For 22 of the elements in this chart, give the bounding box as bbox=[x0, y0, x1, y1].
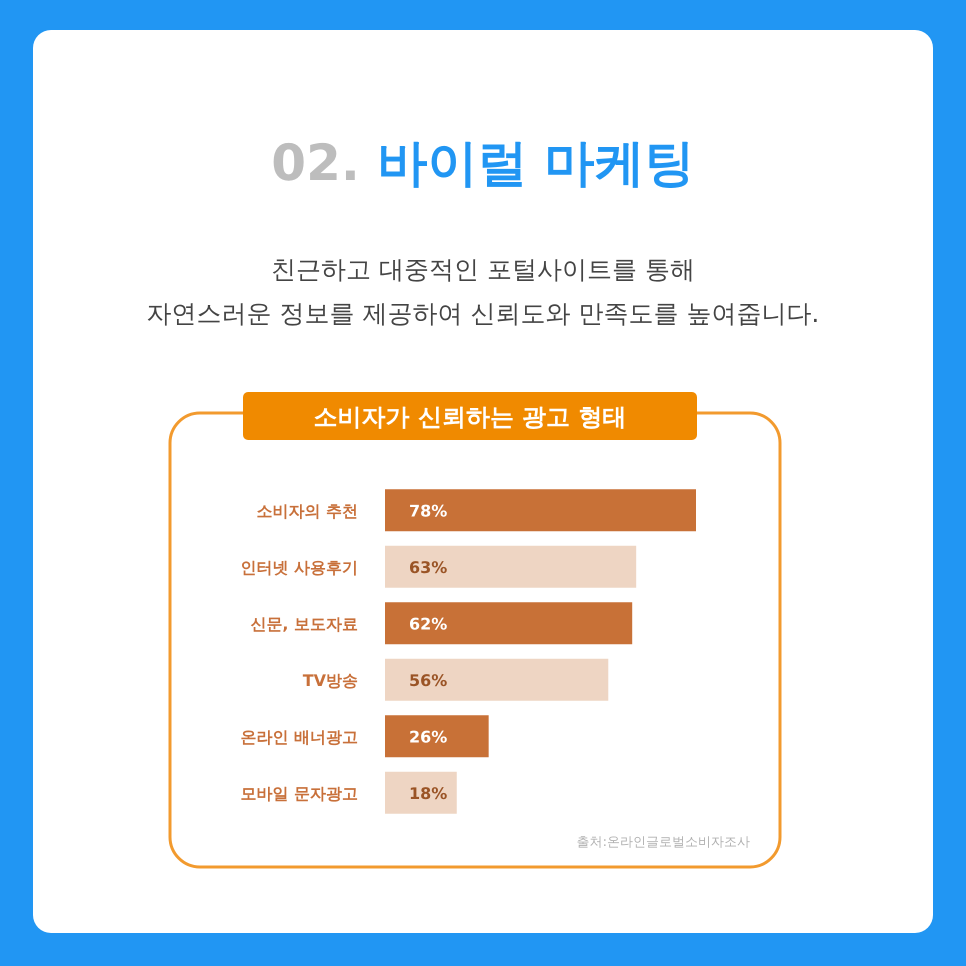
bar bbox=[385, 772, 457, 814]
y-tick-label: 인터넷 사용후기 bbox=[240, 558, 358, 577]
data-label: 26% bbox=[409, 727, 448, 746]
source-note: 출처:온라인글로벌소비자조사 bbox=[576, 835, 750, 850]
data-label: 63% bbox=[409, 558, 448, 577]
data-label: 56% bbox=[409, 670, 448, 690]
text: 소비자가 신뢰하는 광고 형태 bbox=[313, 403, 627, 431]
bar bbox=[385, 546, 636, 588]
data-label: 18% bbox=[409, 784, 448, 803]
y-tick-label: 신문, 보도자료 bbox=[250, 614, 358, 634]
bar bbox=[385, 602, 632, 644]
chart-subtitle: 친근하고 대중적인 포털사이트를 통해 자연스러운 정보를 제공하여 신뢰도와 만족도를 높여줍니다. bbox=[146, 255, 820, 328]
y-tick-label: 온라인 배너광고 bbox=[240, 727, 358, 746]
bar bbox=[385, 489, 696, 532]
y-tick-label: 소비자의 추천 bbox=[256, 501, 358, 520]
data-label: 62% bbox=[409, 614, 448, 634]
bar bbox=[385, 715, 489, 758]
y-tick-label: 모바일 문자광고 bbox=[240, 784, 358, 803]
chart-title: 02. 바이럴 마케팅 bbox=[271, 134, 695, 192]
y-tick-label: TV방송 bbox=[302, 670, 358, 690]
bar bbox=[385, 658, 608, 701]
data-label: 78% bbox=[409, 501, 448, 520]
